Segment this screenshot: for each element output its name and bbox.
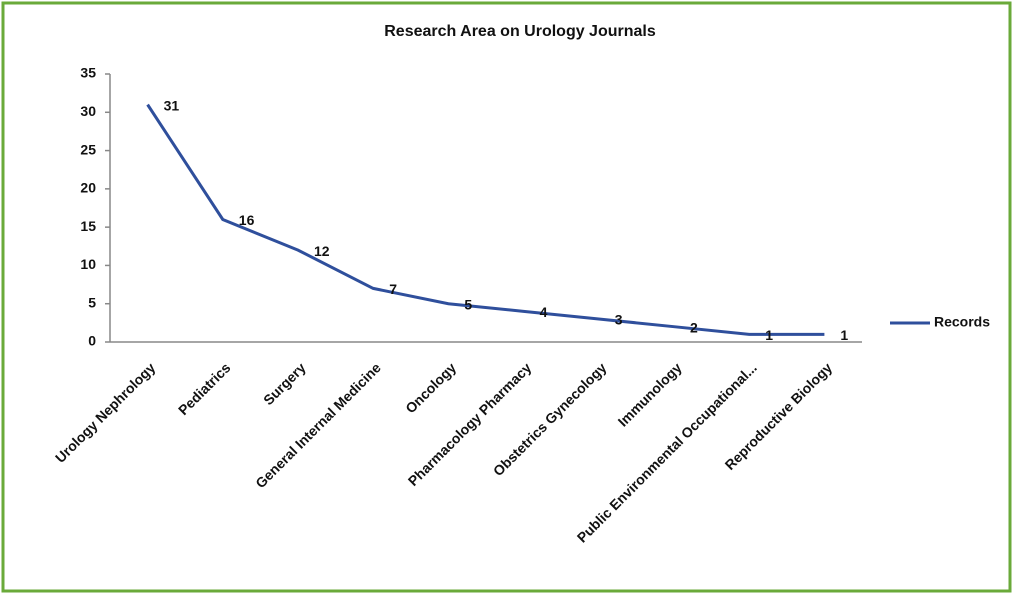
y-tick-label: 30 xyxy=(80,103,96,119)
y-tick-label: 20 xyxy=(80,180,96,196)
data-label: 1 xyxy=(840,327,848,343)
data-label: 16 xyxy=(239,212,255,228)
data-label: 1 xyxy=(765,327,773,343)
data-label: 4 xyxy=(540,304,548,320)
chart-title: Research Area on Urology Journals xyxy=(384,23,656,40)
data-label: 3 xyxy=(615,312,623,328)
legend-label: Records xyxy=(934,314,990,330)
y-tick-label: 5 xyxy=(88,294,96,310)
y-tick-label: 10 xyxy=(80,256,96,272)
data-line xyxy=(146,103,825,336)
y-tick-label: 0 xyxy=(88,333,96,349)
y-tick-label: 35 xyxy=(80,65,96,81)
data-label: 2 xyxy=(690,319,698,335)
y-tick-label: 15 xyxy=(80,218,96,234)
data-label: 12 xyxy=(314,243,330,259)
data-label: 7 xyxy=(389,281,397,297)
data-label: 31 xyxy=(164,97,180,113)
data-label: 5 xyxy=(464,296,472,312)
y-tick-label: 25 xyxy=(80,141,96,157)
